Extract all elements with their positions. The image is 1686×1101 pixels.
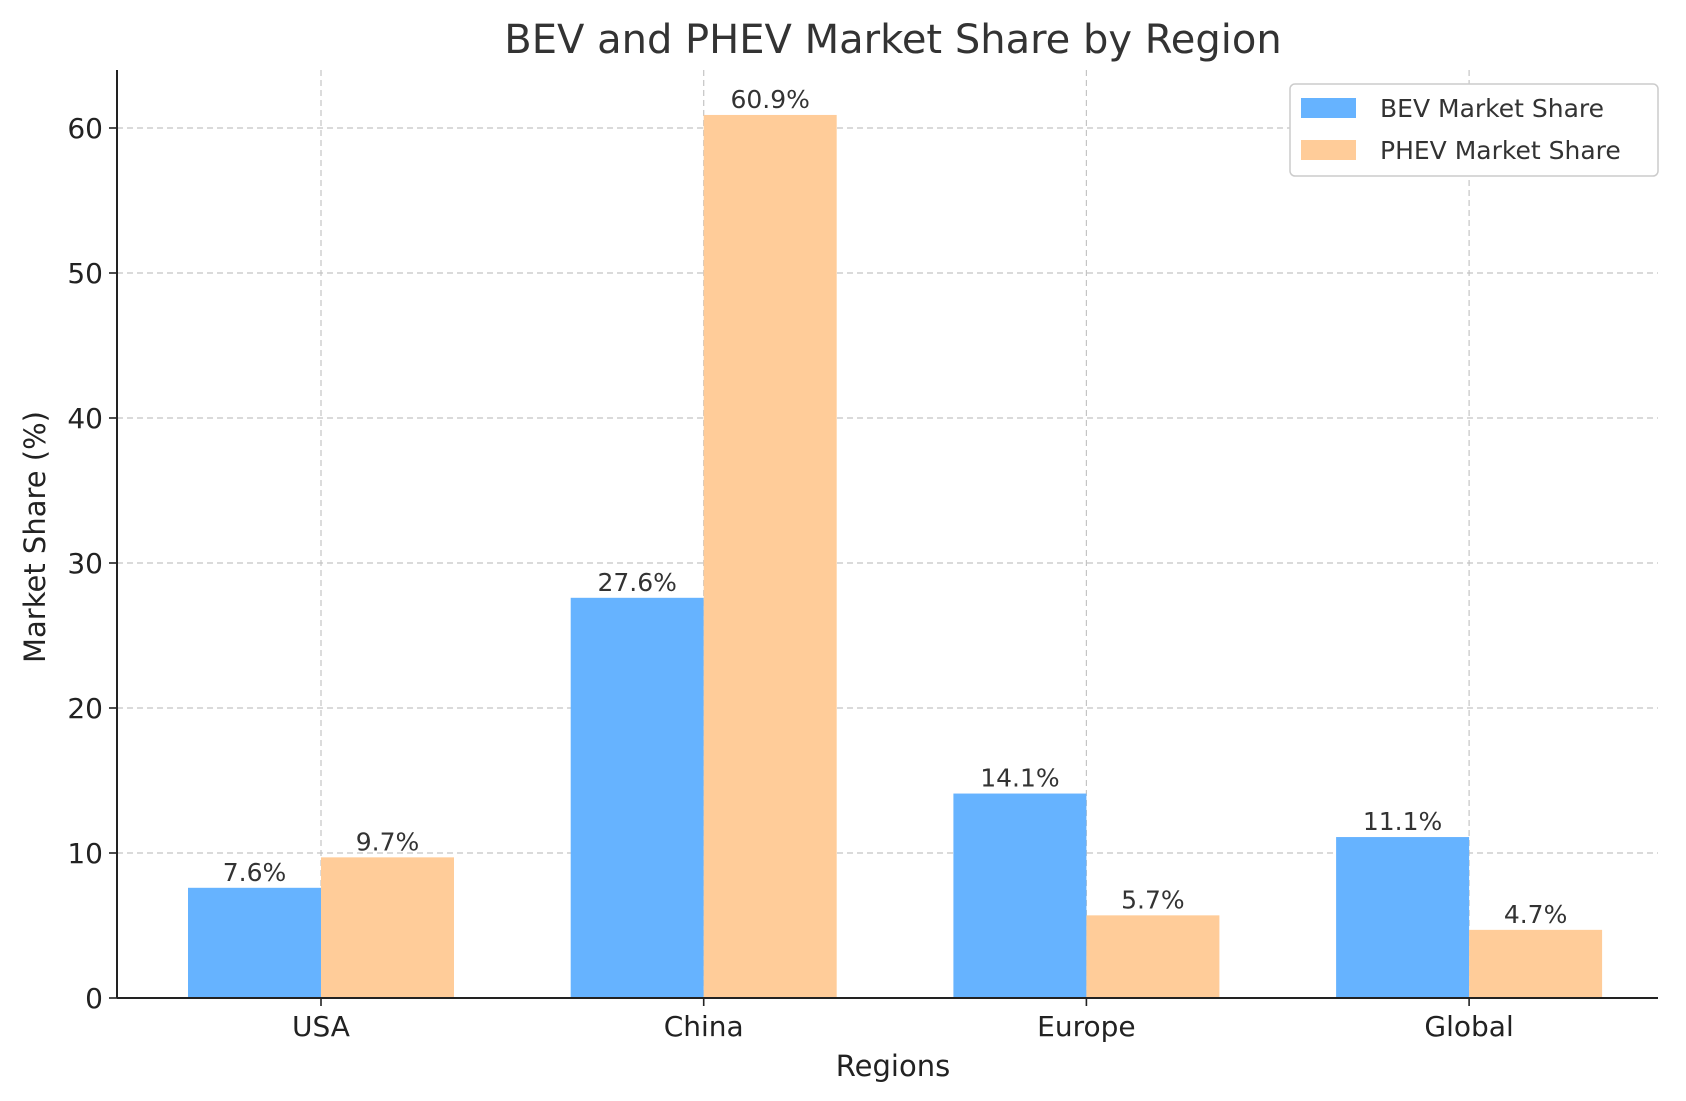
y-tick-label: 10 — [67, 837, 103, 870]
y-tick-label: 20 — [67, 692, 103, 725]
bar — [1336, 837, 1470, 998]
data-label: 14.1% — [980, 764, 1059, 793]
chart-title: BEV and PHEV Market Share by Region — [504, 17, 1281, 63]
bar — [703, 114, 837, 998]
data-label: 11.1% — [1363, 807, 1442, 836]
bar — [570, 597, 704, 998]
bars — [188, 114, 1603, 998]
x-axis-label: Regions — [836, 1049, 950, 1083]
bar — [188, 887, 321, 998]
legend-swatch — [1301, 140, 1356, 160]
legend-swatch — [1301, 98, 1356, 118]
data-label: 27.6% — [597, 568, 676, 597]
data-label: 7.6% — [223, 858, 287, 887]
legend: BEV Market Share PHEV Market Share — [1289, 83, 1659, 177]
legend-entry: BEV Market Share — [1380, 94, 1604, 123]
x-tick-label: USA — [292, 1010, 350, 1043]
y-axis-label: Market Share (%) — [18, 411, 52, 663]
data-label: 4.7% — [1504, 900, 1568, 929]
data-label: 9.7% — [356, 827, 420, 856]
x-tick-label: Global — [1424, 1010, 1513, 1043]
bar — [1086, 915, 1220, 998]
x-tick-label: China — [664, 1010, 744, 1043]
legend-entry: PHEV Market Share — [1380, 136, 1621, 165]
y-tick-label: 50 — [67, 257, 103, 290]
legend-box — [1289, 83, 1659, 177]
y-tick-label: 0 — [85, 982, 103, 1015]
y-tick-label: 40 — [67, 402, 103, 435]
y-tick-label: 30 — [67, 547, 103, 580]
data-labels: 7.6% 27.6% 14.1% 11.1% 9.7% 60.9% 5.7% 4.7% — [223, 85, 1568, 929]
axes: 0 10 20 30 40 50 60 USA China Europe Global — [67, 70, 1658, 1043]
data-label: 5.7% — [1121, 885, 1185, 914]
data-label: 60.9% — [730, 85, 809, 114]
bar — [953, 793, 1087, 998]
bar — [1469, 929, 1603, 998]
x-tick-label: Europe — [1037, 1010, 1135, 1043]
y-tick-label: 60 — [67, 112, 103, 145]
bar — [321, 857, 454, 998]
